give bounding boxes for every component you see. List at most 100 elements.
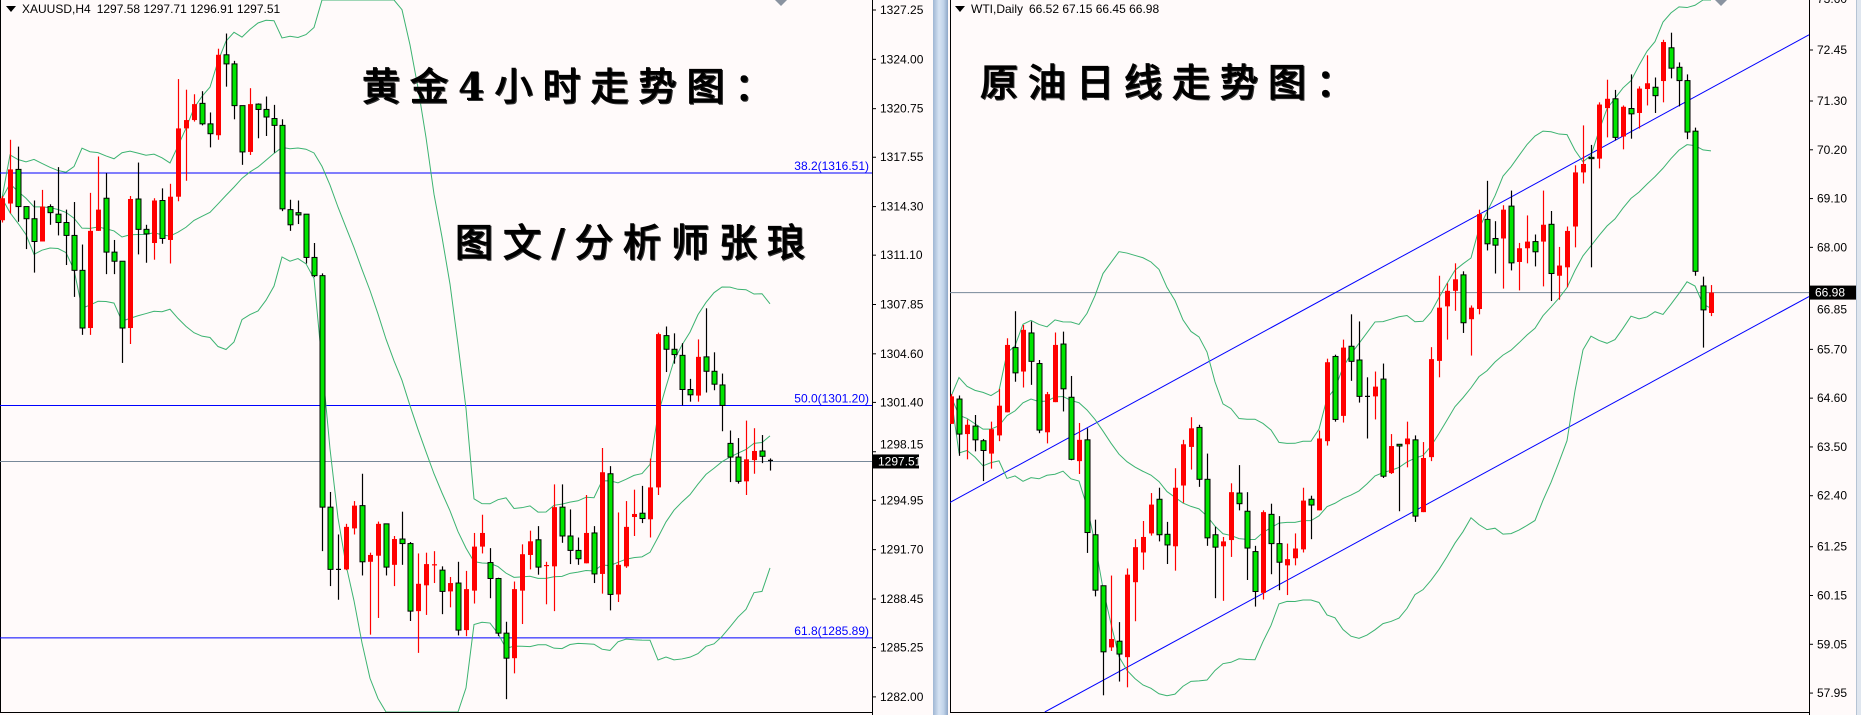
axis-label: 66.85 (1817, 303, 1847, 317)
wti-chart[interactable]: 73.60 72.45 71.30 70.20 69.10 68.00 66.85 65.70… (949, 0, 1856, 715)
candle-body (255, 103, 262, 110)
current-price-label: 66.98 (1815, 286, 1845, 300)
candle-body (1005, 344, 1010, 413)
candle (1189, 417, 1194, 470)
current-price-label: 1297.51 (878, 454, 922, 468)
candle (455, 561, 462, 636)
candle-body (47, 206, 54, 214)
axis-label: 73.60 (1817, 0, 1847, 6)
candle-body (1700, 285, 1707, 311)
candle (47, 204, 54, 225)
axis-label: 59.05 (1817, 637, 1847, 651)
candle-body (103, 197, 110, 253)
candle-body (575, 549, 582, 560)
candle (480, 514, 485, 554)
candle (1709, 285, 1714, 317)
candle-body (1645, 83, 1650, 90)
candle (1532, 234, 1539, 267)
candle-body (989, 429, 994, 454)
candle (552, 484, 557, 612)
candle-body (239, 105, 246, 153)
candle-body (159, 200, 166, 239)
candle (1229, 483, 1234, 557)
candle (1668, 32, 1675, 79)
candle-body (1021, 329, 1026, 372)
candle (15, 146, 22, 222)
candle (1380, 363, 1387, 478)
candle (972, 415, 979, 452)
candle (535, 526, 542, 575)
candle-body (1692, 130, 1699, 272)
candle (40, 189, 45, 242)
bollinger-upper-band (1, 0, 771, 513)
candle-body (584, 532, 589, 564)
axis-label: 1294.95 (880, 493, 924, 507)
pane-splitter[interactable] (933, 0, 948, 715)
candle-body (352, 505, 357, 529)
candle (432, 551, 437, 584)
candle-body (135, 198, 142, 230)
candle (71, 202, 78, 297)
candle (512, 581, 517, 674)
candle (1692, 127, 1699, 276)
candle (55, 167, 62, 236)
candle-body (1285, 559, 1290, 566)
candle-body (1276, 543, 1283, 563)
candle-body (1196, 426, 1203, 480)
candle (248, 88, 253, 155)
candle-body (327, 506, 334, 570)
gold-chart[interactable]: 38.2(1316.51)50.0(1301.20)61.8(1285.89) … (0, 0, 924, 715)
axis-label: 1304.60 (880, 347, 924, 361)
axis-label: 70.20 (1817, 143, 1847, 157)
candle (1109, 575, 1114, 651)
candle-body (216, 54, 221, 136)
candle (1301, 487, 1306, 553)
axis-label: 64.60 (1817, 391, 1847, 405)
candle-body (656, 334, 661, 488)
channel-trendline (950, 34, 1809, 503)
chart-shift-icon[interactable] (775, 0, 787, 6)
candle-body (759, 450, 766, 457)
candle (1060, 331, 1067, 412)
candle-body (512, 589, 517, 659)
candle-body (1389, 446, 1394, 474)
candle (487, 548, 494, 599)
candle-body (15, 168, 22, 208)
candle (159, 188, 166, 244)
candle (23, 206, 30, 250)
candle-body (1396, 443, 1403, 447)
candle-body (1229, 492, 1234, 541)
candle (997, 388, 1002, 442)
candle-body (1484, 218, 1491, 245)
candle-body (1437, 307, 1442, 361)
candle (111, 239, 118, 275)
axis-label: 1324.00 (880, 52, 924, 66)
gold-ohlc: 1297.58 1297.71 1296.91 1297.51 (96, 2, 281, 16)
candle (399, 511, 406, 565)
candle (1676, 62, 1683, 107)
candle-body (671, 348, 678, 356)
current-price-box (873, 454, 919, 469)
vertical-scrollbar[interactable] (1856, 0, 1861, 715)
candle-body (439, 569, 446, 592)
candle (231, 60, 238, 120)
triangle-down-icon[interactable] (955, 6, 965, 12)
candle-body (1652, 86, 1659, 97)
candle (1405, 421, 1410, 468)
candle (1100, 585, 1107, 696)
candle (1077, 422, 1082, 474)
chart-shift-icon[interactable] (1715, 0, 1727, 6)
candle-body (1012, 347, 1019, 374)
candle-body (344, 526, 349, 570)
candle-body (1460, 274, 1467, 324)
candle-body (23, 206, 30, 220)
candle (239, 105, 246, 165)
triangle-down-icon[interactable] (6, 6, 16, 12)
candle (1437, 275, 1442, 378)
candle (591, 526, 598, 584)
candle-body (128, 198, 133, 329)
candle (1332, 354, 1339, 422)
candle (1212, 526, 1219, 599)
candle (1421, 442, 1426, 513)
candle (679, 343, 686, 406)
